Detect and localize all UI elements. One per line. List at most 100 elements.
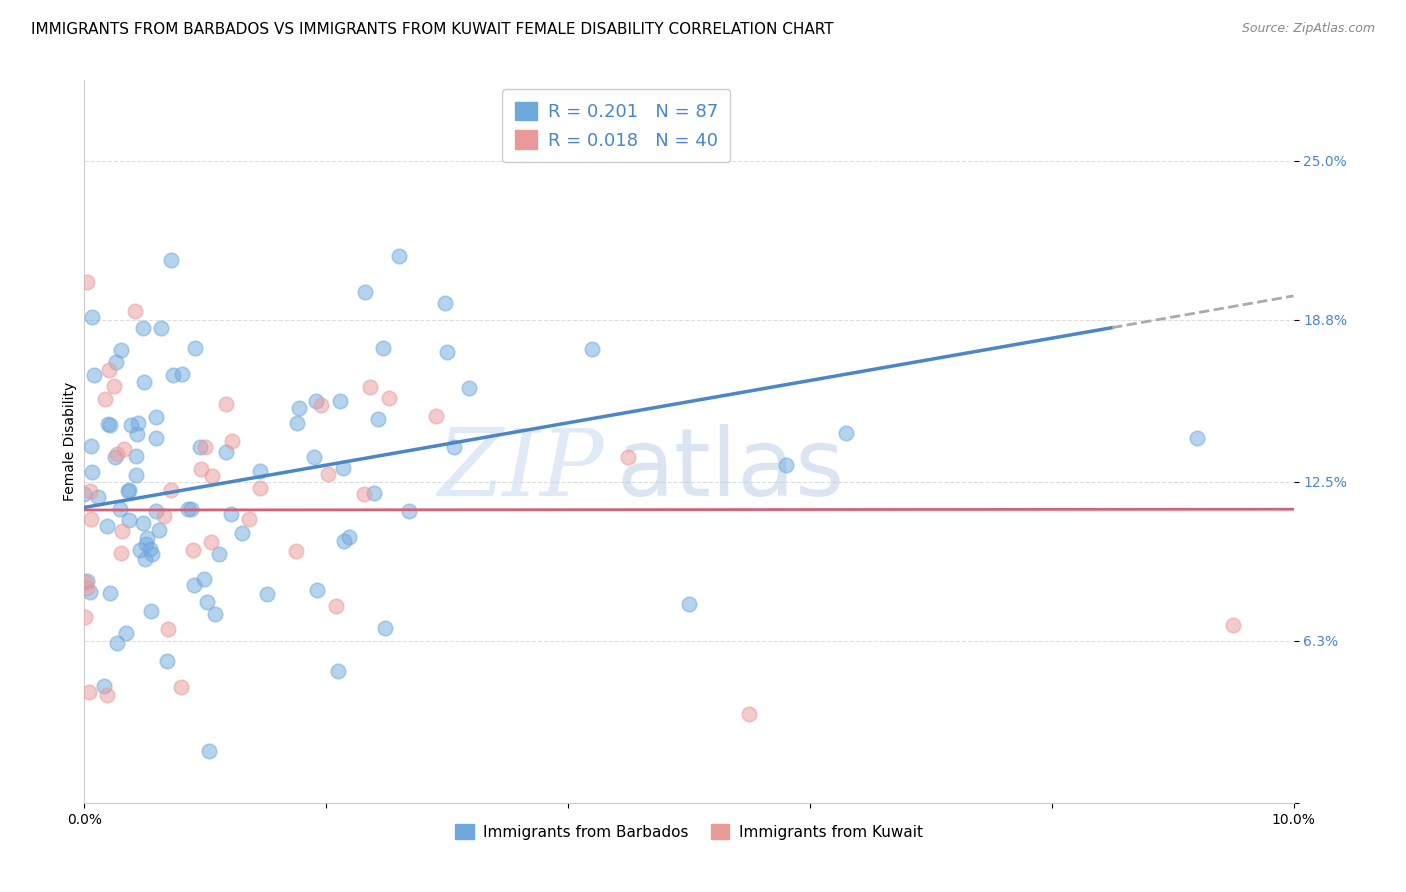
Point: [170, 680, 193, 694]
Point: [110, 343, 132, 357]
Point: [302, 450, 325, 464]
Y-axis label: Female Disability: Female Disability: [63, 382, 77, 501]
Point: [132, 376, 155, 390]
Point: [115, 626, 138, 640]
Point: [329, 394, 352, 409]
Point: [105, 636, 128, 650]
Point: [305, 394, 328, 409]
Point: [332, 461, 354, 475]
Point: [201, 469, 224, 483]
Point: [195, 594, 218, 608]
Point: [193, 572, 215, 586]
Point: [73, 487, 96, 501]
Point: [194, 440, 217, 454]
Point: [200, 535, 222, 549]
Point: [835, 425, 858, 440]
Point: [354, 285, 377, 300]
Point: [1222, 617, 1244, 632]
Point: [103, 379, 125, 393]
Point: [363, 485, 385, 500]
Point: [76, 581, 98, 595]
Point: [183, 578, 205, 592]
Point: [127, 417, 149, 431]
Point: [80, 465, 103, 479]
Point: [436, 345, 458, 359]
Point: [738, 706, 761, 721]
Point: [388, 249, 411, 263]
Point: [188, 440, 211, 454]
Point: [112, 442, 135, 457]
Point: [204, 607, 226, 621]
Point: [125, 468, 148, 483]
Point: [333, 534, 356, 549]
Point: [256, 587, 278, 601]
Point: [110, 547, 132, 561]
Point: [118, 483, 141, 497]
Point: [134, 552, 156, 566]
Point: [581, 342, 603, 356]
Point: [775, 458, 797, 472]
Point: [678, 597, 700, 611]
Point: [238, 512, 260, 526]
Point: [135, 537, 157, 551]
Point: [76, 275, 98, 289]
Point: [87, 490, 110, 504]
Point: [124, 304, 146, 318]
Point: [367, 412, 389, 426]
Point: [328, 664, 350, 678]
Point: [231, 525, 253, 540]
Point: [160, 483, 183, 497]
Point: [373, 341, 395, 355]
Point: [75, 575, 97, 590]
Point: [120, 418, 142, 433]
Point: [138, 542, 160, 557]
Point: [83, 368, 105, 383]
Point: [108, 502, 131, 516]
Text: ZIP: ZIP: [437, 425, 605, 516]
Point: [145, 504, 167, 518]
Point: [104, 355, 127, 369]
Point: [458, 381, 481, 395]
Point: [288, 401, 311, 415]
Point: [157, 623, 180, 637]
Point: [434, 295, 457, 310]
Text: Source: ZipAtlas.com: Source: ZipAtlas.com: [1241, 22, 1375, 36]
Point: [93, 679, 115, 693]
Point: [96, 689, 118, 703]
Point: [215, 397, 238, 411]
Point: [80, 439, 103, 453]
Point: [80, 310, 103, 325]
Point: [219, 507, 242, 521]
Point: [425, 409, 447, 423]
Point: [180, 502, 202, 516]
Point: [80, 512, 103, 526]
Point: [104, 450, 127, 464]
Point: [398, 504, 420, 518]
Point: [190, 462, 212, 476]
Point: [145, 431, 167, 445]
Point: [249, 464, 271, 478]
Point: [79, 484, 101, 499]
Point: [79, 684, 101, 698]
Point: [374, 621, 396, 635]
Point: [207, 548, 229, 562]
Point: [79, 585, 101, 599]
Point: [325, 599, 347, 613]
Point: [125, 449, 148, 463]
Point: [162, 368, 184, 382]
Point: [131, 321, 153, 335]
Point: [150, 320, 173, 334]
Point: [105, 447, 128, 461]
Point: [181, 542, 204, 557]
Point: [378, 392, 401, 406]
Point: [155, 654, 177, 668]
Point: [98, 417, 121, 432]
Point: [318, 467, 340, 481]
Point: [311, 398, 333, 412]
Point: [136, 531, 159, 545]
Point: [111, 524, 134, 538]
Point: [97, 417, 120, 431]
Legend: Immigrants from Barbados, Immigrants from Kuwait: Immigrants from Barbados, Immigrants fro…: [449, 818, 929, 846]
Point: [153, 509, 176, 524]
Point: [75, 610, 97, 624]
